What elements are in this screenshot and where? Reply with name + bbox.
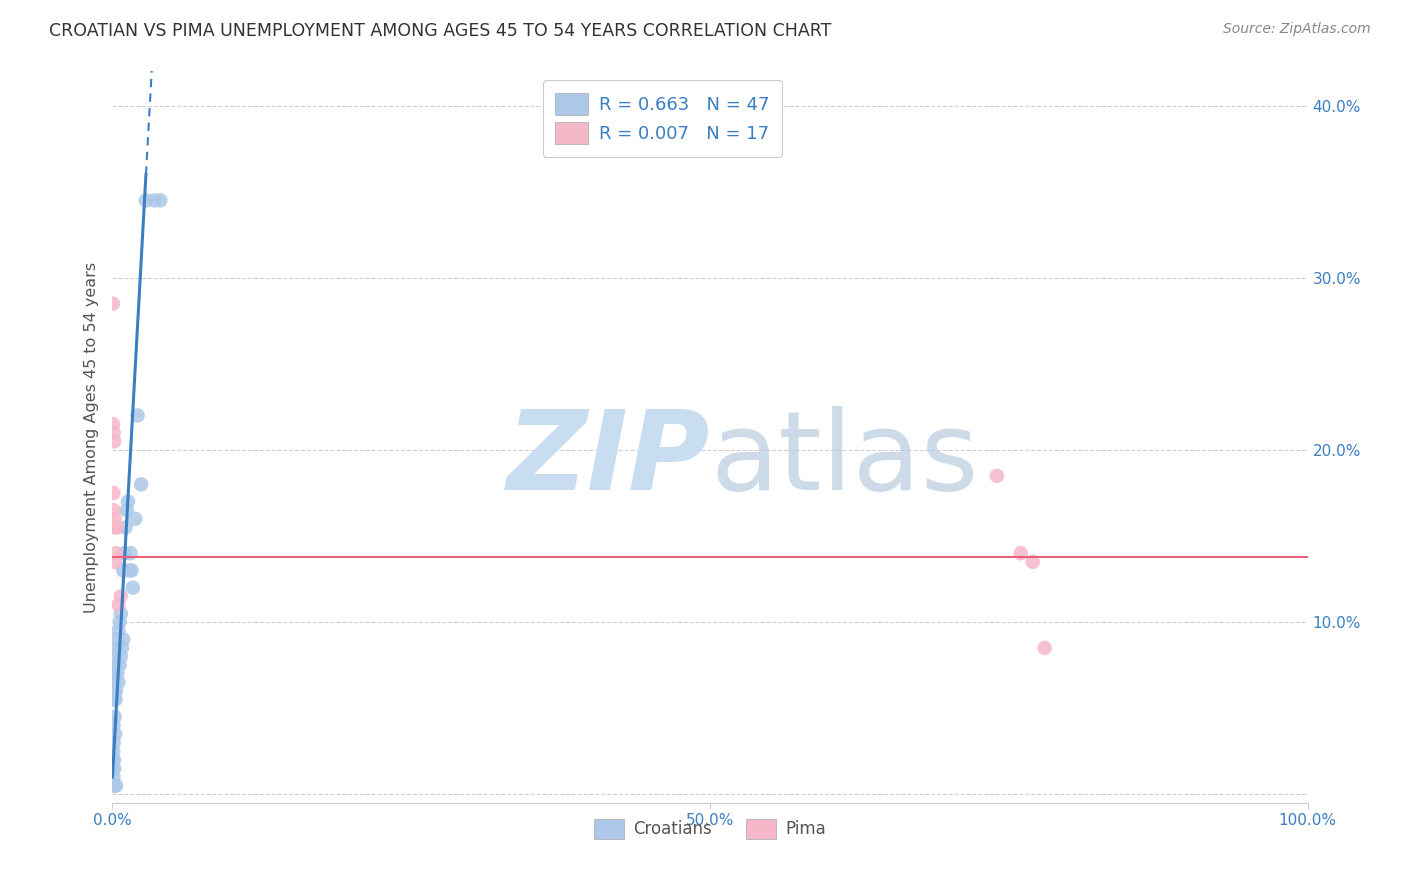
- Point: [103, 503, 125, 517]
- Point: [105, 640, 128, 655]
- Point: [103, 770, 125, 784]
- Point: [118, 564, 141, 578]
- Point: [104, 710, 127, 724]
- Point: [105, 632, 128, 647]
- Point: [103, 434, 125, 449]
- Point: [986, 468, 1008, 483]
- Point: [129, 477, 152, 491]
- Point: [149, 194, 172, 208]
- Point: [104, 512, 127, 526]
- Point: [101, 761, 124, 775]
- Point: [124, 512, 146, 526]
- Point: [115, 503, 138, 517]
- Point: [103, 779, 125, 793]
- Point: [114, 546, 135, 560]
- Point: [103, 761, 125, 775]
- Point: [121, 564, 143, 578]
- Point: [105, 546, 128, 560]
- Point: [1022, 555, 1045, 569]
- Point: [103, 718, 125, 732]
- Point: [103, 692, 125, 706]
- Point: [105, 520, 128, 534]
- Point: [103, 520, 125, 534]
- Point: [104, 692, 127, 706]
- Point: [101, 417, 124, 432]
- Point: [107, 598, 129, 612]
- Text: atlas: atlas: [710, 406, 979, 513]
- Text: CROATIAN VS PIMA UNEMPLOYMENT AMONG AGES 45 TO 54 YEARS CORRELATION CHART: CROATIAN VS PIMA UNEMPLOYMENT AMONG AGES…: [49, 22, 831, 40]
- Point: [104, 555, 127, 569]
- Point: [105, 666, 128, 681]
- Point: [107, 675, 129, 690]
- Point: [105, 779, 128, 793]
- Point: [103, 675, 125, 690]
- Point: [1033, 640, 1056, 655]
- Y-axis label: Unemployment Among Ages 45 to 54 years: Unemployment Among Ages 45 to 54 years: [83, 261, 98, 613]
- Point: [104, 649, 127, 664]
- Point: [101, 753, 124, 767]
- Point: [103, 753, 125, 767]
- Point: [121, 581, 143, 595]
- Point: [143, 194, 166, 208]
- Text: Source: ZipAtlas.com: Source: ZipAtlas.com: [1223, 22, 1371, 37]
- Point: [103, 425, 125, 440]
- Point: [104, 666, 127, 681]
- Point: [111, 640, 134, 655]
- Point: [103, 684, 125, 698]
- Point: [114, 520, 136, 534]
- Point: [104, 658, 127, 673]
- Point: [110, 649, 132, 664]
- Point: [120, 546, 142, 560]
- Point: [135, 194, 157, 208]
- Point: [110, 589, 132, 603]
- Point: [107, 624, 129, 638]
- Point: [105, 684, 128, 698]
- Point: [103, 486, 125, 500]
- Legend: Croatians, Pima: Croatians, Pima: [586, 812, 834, 846]
- Point: [103, 744, 125, 758]
- Point: [108, 615, 131, 629]
- Point: [1010, 546, 1032, 560]
- Point: [112, 564, 135, 578]
- Point: [112, 632, 135, 647]
- Point: [127, 409, 149, 423]
- Point: [104, 727, 127, 741]
- Point: [104, 779, 127, 793]
- Point: [103, 735, 125, 749]
- Point: [101, 296, 124, 310]
- Point: [110, 607, 132, 621]
- Point: [117, 494, 139, 508]
- Point: [108, 658, 131, 673]
- Text: ZIP: ZIP: [506, 406, 710, 513]
